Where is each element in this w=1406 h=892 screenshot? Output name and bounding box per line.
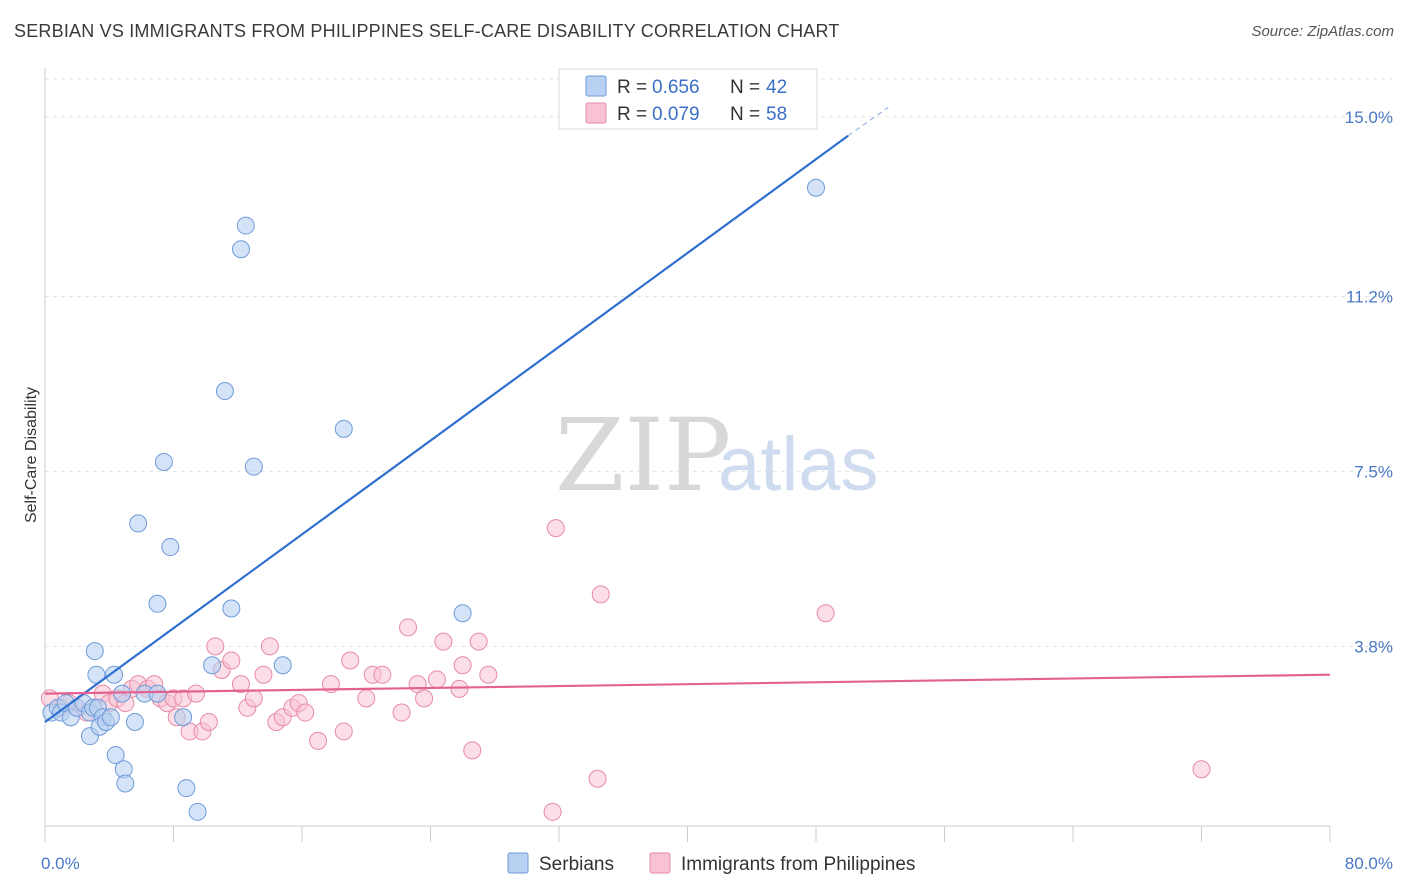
philippines-point-59 (1192, 760, 1211, 779)
serbians-point-25 (148, 684, 167, 703)
legend-swatch-serbians (585, 75, 607, 97)
x-tick-label-0: 0.0% (41, 854, 80, 873)
philippines-point-51 (463, 741, 482, 760)
bottom-legend-swatch-philippines (649, 852, 671, 874)
serbians-point-34 (222, 599, 241, 618)
philippines-point-22 (199, 712, 218, 731)
serbians-point-29 (174, 708, 193, 727)
philippines-trend-line (44, 673, 1331, 695)
serbians-point-12 (85, 642, 104, 661)
philippines-point-38 (334, 722, 353, 741)
philippines-point-56 (588, 769, 607, 788)
philippines-point-55 (546, 519, 565, 538)
legend-n-label-philippines: N = (730, 104, 760, 125)
legend-n-value-serbians: 42 (766, 77, 787, 98)
serbians-point-37 (244, 457, 263, 476)
y-tick-label-1: 7.5% (1354, 462, 1393, 481)
serbians-point-18 (106, 746, 125, 765)
y-axis-label: Self-Care Disability (23, 387, 40, 523)
chart-title: SERBIAN VS IMMIGRANTS FROM PHILIPPINES S… (14, 21, 840, 41)
serbians-point-38 (273, 656, 292, 675)
serbians-point-21 (116, 774, 135, 793)
trend-lines (44, 106, 1331, 723)
legend-n-value-philippines: 58 (766, 104, 787, 125)
serbians-trend-line (44, 134, 849, 723)
y-tick-label-0: 3.8% (1354, 637, 1393, 656)
serbians-points (42, 178, 825, 821)
philippines-point-26 (231, 675, 250, 694)
serbians-point-31 (188, 802, 207, 821)
serbians-point-23 (129, 514, 148, 533)
serbians-point-28 (161, 538, 180, 557)
y-tick-label-2: 11.2% (1346, 287, 1393, 306)
philippines-point-47 (427, 670, 446, 689)
philippines-point-29 (254, 665, 273, 684)
philippines-point-28 (244, 689, 263, 708)
legend-r-value-philippines: 0.079 (652, 104, 700, 125)
serbians-point-33 (215, 382, 234, 401)
grid (45, 78, 1392, 647)
philippines-point-58 (816, 604, 835, 623)
bottom-legend-serbians: Serbians (539, 854, 614, 875)
philippines-point-48 (434, 632, 453, 651)
serbians-point-35 (231, 240, 250, 259)
serbians-trend-extension (847, 106, 889, 137)
y-tick-labels: 3.8% 7.5% 11.2% 15.0% (1345, 108, 1393, 657)
bottom-legend-swatch-serbians (507, 852, 529, 874)
philippines-point-53 (479, 665, 498, 684)
philippines-point-42 (373, 665, 392, 684)
x-tick-label-1: 80.0% (1345, 854, 1393, 873)
philippines-point-49 (450, 679, 469, 698)
serbians-point-30 (177, 779, 196, 798)
philippines-point-36 (309, 731, 328, 750)
watermark-zip: ZIP (555, 397, 731, 514)
serbians-point-39 (334, 419, 353, 438)
serbians-point-27 (154, 452, 173, 471)
x-tick-labels: 0.0% 80.0% (41, 854, 1393, 873)
watermark-atlas: atlas (718, 422, 879, 507)
bottom-legend: Serbians Immigrants from Philippines (507, 852, 915, 875)
philippines-point-20 (186, 684, 205, 703)
serbians-point-32 (203, 656, 222, 675)
legend-r-label-serbians: R = (617, 77, 647, 98)
legend-box: R = 0.656 N = 42 R = 0.079 N = 58 (558, 68, 818, 130)
philippines-point-43 (392, 703, 411, 722)
philippines-point-40 (357, 689, 376, 708)
y-tick-label-3: 15.0% (1345, 108, 1393, 127)
serbians-point-26 (148, 594, 167, 613)
bottom-legend-philippines: Immigrants from Philippines (681, 854, 915, 875)
philippines-point-54 (543, 802, 562, 821)
legend-r-value-serbians: 0.656 (652, 77, 700, 98)
philippines-point-44 (399, 618, 418, 637)
legend-r-label-philippines: R = (617, 104, 647, 125)
philippines-point-23 (206, 637, 225, 656)
philippines-point-50 (453, 656, 472, 675)
philippines-point-57 (591, 585, 610, 604)
serbians-point-17 (105, 665, 124, 684)
philippines-point-35 (296, 703, 315, 722)
legend-n-label-serbians: N = (730, 77, 760, 98)
source-label: Source: ZipAtlas.com (1251, 23, 1394, 40)
serbians-point-36 (236, 216, 255, 235)
legend-swatch-philippines (585, 102, 607, 124)
serbians-point-22 (125, 712, 144, 731)
serbians-point-41 (807, 178, 825, 197)
philippines-point-46 (415, 689, 434, 708)
serbians-point-16 (101, 708, 120, 727)
philippines-point-25 (222, 651, 241, 670)
philippines-point-30 (260, 637, 279, 656)
serbians-point-40 (453, 604, 472, 623)
philippines-point-39 (341, 651, 360, 670)
philippines-point-52 (469, 632, 488, 651)
watermark: ZIP atlas (555, 397, 879, 514)
